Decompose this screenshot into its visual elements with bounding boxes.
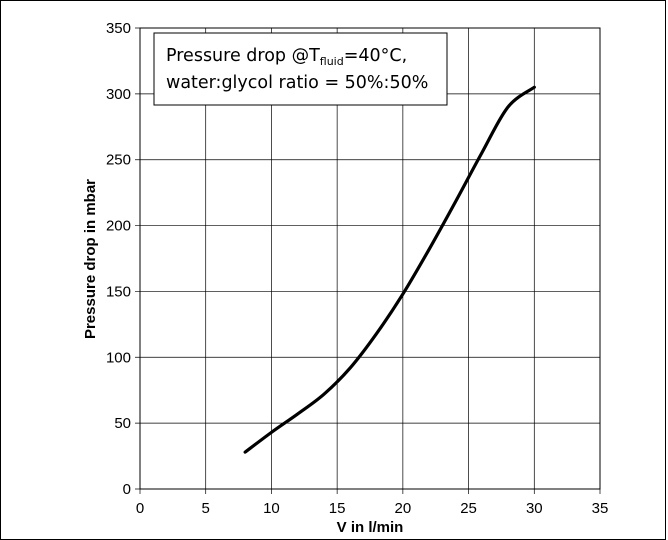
x-tick-label: 35 (592, 500, 609, 517)
y-tick-label: 300 (106, 86, 131, 103)
y-tick-label: 200 (106, 218, 131, 235)
annotation-line-1: Pressure drop @Tfluid=40°C, (166, 46, 407, 68)
x-tick-label: 5 (202, 500, 210, 517)
y-tick-label: 150 (106, 283, 131, 300)
pressure-drop-curve (243, 85, 536, 454)
x-axis-label: V in l/min (337, 519, 404, 533)
y-tick-label: 0 (123, 481, 131, 498)
x-tick-label: 0 (136, 500, 144, 517)
y-tick-label: 350 (106, 20, 131, 37)
annotation-subscript: fluid (320, 55, 344, 68)
annotation-box: Pressure drop @Tfluid=40°C, water:glycol… (153, 32, 448, 106)
x-tick-label: 20 (395, 500, 412, 517)
x-tick-label: 30 (526, 500, 543, 517)
y-tick-label: 50 (114, 415, 131, 432)
y-axis-label: Pressure drop in mbar (82, 179, 99, 339)
annotation-line-2: water:glycol ratio = 50%:50% (166, 73, 428, 93)
y-tick-labels: 0 50 100 150 200 250 300 350 (106, 20, 131, 498)
y-tick-label: 100 (106, 349, 131, 366)
y-tick-label: 250 (106, 152, 131, 169)
x-tick-labels: 0 5 10 15 20 25 30 35 (136, 500, 609, 517)
x-tick-label: 15 (329, 500, 346, 517)
x-tick-label: 25 (460, 500, 477, 517)
x-tick-label: 10 (263, 500, 280, 517)
